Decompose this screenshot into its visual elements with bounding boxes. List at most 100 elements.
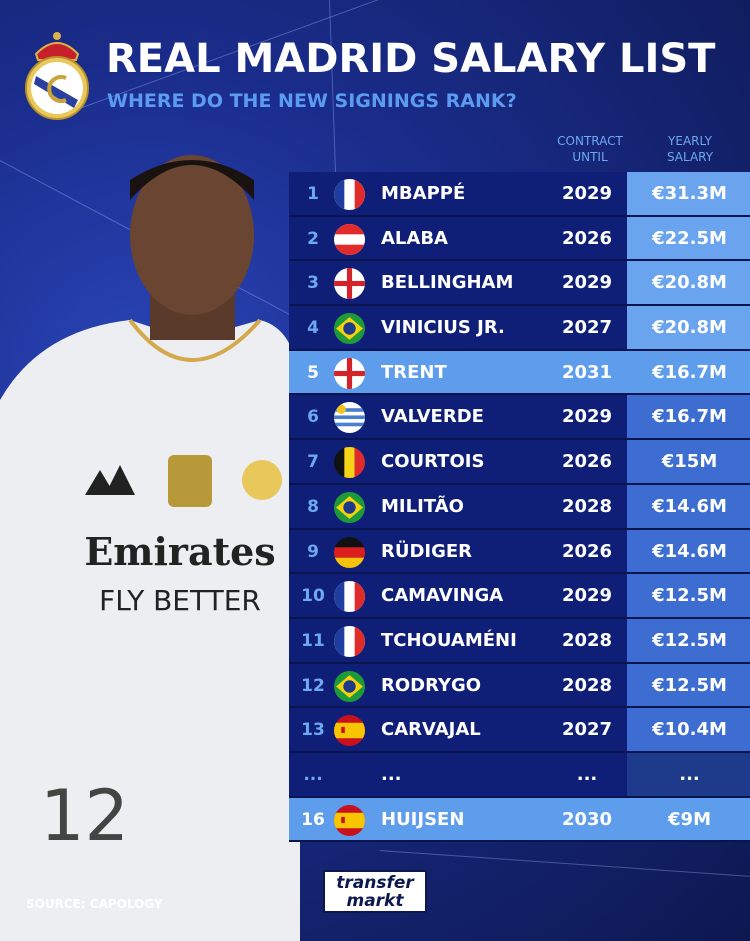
salary-column-header: YEARLY SALARY <box>666 134 714 164</box>
contract-until: 2027 <box>561 719 613 741</box>
salary-cell-bg <box>627 440 750 483</box>
player-name: CAMAVINGA <box>381 585 504 607</box>
table-row: 5 TRENT 2031 €16.7M <box>289 350 750 396</box>
contract-until: 2028 <box>561 495 613 517</box>
player-name: COURTOIS <box>381 451 485 473</box>
yearly-salary: €12.5M <box>652 585 727 607</box>
contract-until: 2029 <box>561 183 613 204</box>
rank: 12 <box>301 675 325 696</box>
shirt-sponsor-tagline: FLY BETTER <box>99 584 261 617</box>
player-photo: Emirates FLY BETTER 12 <box>0 155 300 941</box>
player-name: VINICIUS JR. <box>381 317 505 339</box>
salary-cell-bg <box>627 708 750 751</box>
brand-line-2: markt <box>346 891 404 911</box>
table-row: 10 CAMAVINGA 2029 €12.5M <box>289 574 750 619</box>
table-row: 11 TCHOUAMÉNI 2028 €12.5M <box>289 618 750 664</box>
yearly-salary: €14.6M <box>652 540 727 562</box>
germany-flag-icon <box>334 536 365 568</box>
source-credit: SOURCE: CAPOLOGY <box>26 897 163 911</box>
spain-flag-icon <box>334 804 365 836</box>
contract-until: 2031 <box>561 361 613 383</box>
contract-until: 2027 <box>561 317 613 339</box>
yearly-salary: €15M <box>661 451 718 473</box>
contract-until: 2030 <box>561 808 613 830</box>
salary-cell-bg <box>627 172 750 215</box>
yearly-salary: ... <box>679 763 700 785</box>
salary-table: 1 MBAPPÉ 2029 €31.3M 2 ALABA 2026 €22.5M… <box>289 172 750 843</box>
france-flag-icon <box>334 179 365 210</box>
brazil-flag-icon <box>334 313 365 345</box>
yearly-salary: €31.3M <box>652 183 727 204</box>
yearly-salary: €9M <box>668 808 711 830</box>
table-row: 12 RODRYGO 2028 €12.5M <box>289 663 750 709</box>
real-madrid-crest-logo <box>25 32 89 120</box>
player-name: MBAPPÉ <box>381 183 466 204</box>
contract-column-header: CONTRACT UNTIL <box>557 134 623 164</box>
salary-cell-bg <box>627 261 750 305</box>
table-row: 2 ALABA 2026 €22.5M <box>289 216 750 262</box>
salary-cell-bg <box>627 529 750 573</box>
shirt-sponsor: Emirates <box>84 529 275 574</box>
page-subtitle: WHERE DO THE NEW SIGNINGS RANK? <box>107 90 517 112</box>
salary-cell-bg <box>627 752 750 796</box>
table-row: 6 VALVERDE 2029 €16.7M <box>289 395 750 441</box>
player-name: TCHOUAMÉNI <box>381 629 517 651</box>
yearly-salary: €10.4M <box>652 719 727 741</box>
page-title: REAL MADRID SALARY LIST <box>106 36 716 82</box>
rank: 6 <box>307 407 319 428</box>
yearly-salary: €12.5M <box>652 629 727 651</box>
player-name: RODRYGO <box>381 674 482 696</box>
table-row: ... ... ... ... <box>289 752 750 798</box>
transfermarkt-logo: transfer markt <box>323 870 427 913</box>
table-row: 1 MBAPPÉ 2029 €31.3M <box>289 172 750 217</box>
salary-cell-bg <box>627 306 750 349</box>
contract-until: 2029 <box>561 272 613 294</box>
belgium-flag-icon <box>334 447 365 479</box>
rank: 7 <box>307 452 319 473</box>
contract-until: 2029 <box>561 406 613 428</box>
salary-cell-bg <box>627 216 750 260</box>
player-name: RÜDIGER <box>381 540 473 562</box>
rank: 3 <box>307 273 319 294</box>
rank: 9 <box>307 541 319 562</box>
player-name: TRENT <box>381 361 447 383</box>
contract-until: 2028 <box>561 674 613 696</box>
table-row: 9 RÜDIGER 2026 €14.6M <box>289 529 750 575</box>
table-row: 16 HUIJSEN 2030 €9M <box>289 797 750 843</box>
england-flag-icon <box>334 357 365 389</box>
player-name: MILITÃO <box>381 495 464 517</box>
contract-until: 2026 <box>561 227 613 249</box>
player-name: BELLINGHAM <box>381 272 514 294</box>
rank: 11 <box>301 630 325 651</box>
table-row: 3 BELLINGHAM 2029 €20.8M <box>289 261 750 307</box>
table-row: 8 MILITÃO 2028 €14.6M <box>289 484 750 530</box>
yearly-salary: €20.8M <box>652 272 727 294</box>
contract-until: 2026 <box>561 451 613 473</box>
salary-cell-bg <box>627 484 750 528</box>
yearly-salary: €20.8M <box>652 317 727 339</box>
brazil-flag-icon <box>334 670 365 702</box>
table-row: 4 VINICIUS JR. 2027 €20.8M <box>289 306 750 351</box>
france-flag-icon <box>334 581 365 613</box>
salary-cell-bg <box>627 618 750 662</box>
rank: 10 <box>301 586 325 607</box>
spain-flag-icon <box>334 715 365 747</box>
player-name: HUIJSEN <box>381 808 465 830</box>
contract-until: 2028 <box>561 629 613 651</box>
contract-until: ... <box>576 763 598 785</box>
shorts-number: 12 <box>40 775 129 857</box>
rank: 4 <box>307 318 319 339</box>
player-name: CARVAJAL <box>381 719 481 741</box>
bg-line <box>379 850 750 879</box>
uruguay-flag-icon <box>334 402 365 434</box>
table-row: 13 CARVAJAL 2027 €10.4M <box>289 708 750 753</box>
yearly-salary: €16.7M <box>652 406 727 428</box>
salary-cell-bg <box>627 663 750 707</box>
rank: 2 <box>307 228 319 249</box>
player-name: VALVERDE <box>381 406 484 428</box>
england-flag-icon <box>334 268 365 300</box>
contract-until: 2029 <box>561 585 613 607</box>
brazil-flag-icon <box>334 491 365 523</box>
salary-cell-bg <box>627 395 750 439</box>
